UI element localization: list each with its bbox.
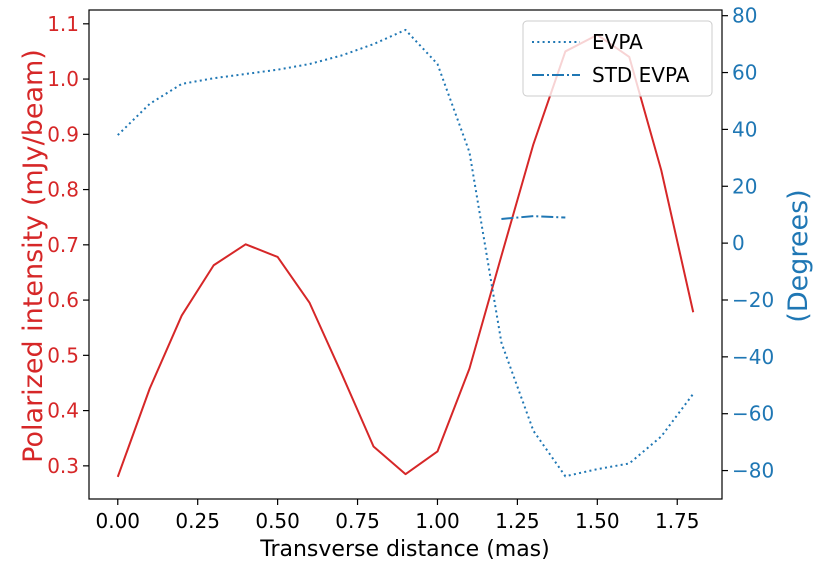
y-axis-right-label: (Degrees) — [783, 189, 814, 322]
y-left-tick-label: 0.5 — [47, 343, 79, 367]
legend-evpa-label: EVPA — [592, 30, 643, 54]
y-left-tick-label: 1.0 — [47, 67, 79, 91]
y-left-tick-label: 0.3 — [47, 454, 79, 478]
x-tick-label: 0.25 — [175, 509, 220, 533]
x-axis-label: Transverse distance (mas) — [259, 537, 549, 562]
legend: EVPA STD EVPA — [522, 20, 713, 97]
y-axis-left-label: Polarized intensity (mJy/beam) — [18, 49, 49, 463]
y-right-tick-label: 40 — [732, 117, 757, 141]
y-right-tick-label: −80 — [732, 459, 774, 483]
y-right-tick-label: 80 — [732, 4, 757, 28]
y-left-tick-label: 0.4 — [47, 399, 79, 423]
axes-layer: 0.00 0.25 0.50 0.75 1.00 1.25 1.50 1.750.30.40.… — [47, 4, 774, 533]
legend-std-evpa-label: STD EVPA — [592, 63, 690, 87]
y-right-tick-label: −40 — [732, 345, 774, 369]
series-line-std-evpa — [501, 215, 566, 220]
x-tick-label: 1.75 — [655, 509, 700, 533]
plot-frame — [88, 9, 723, 500]
x-tick-label: 1.25 — [495, 509, 540, 533]
y-right-tick-label: 0 — [732, 231, 745, 255]
y-left-tick-label: 1.1 — [47, 12, 79, 36]
legend-frame — [522, 20, 713, 97]
x-tick-label: 1.00 — [415, 509, 460, 533]
x-tick-label: 0.50 — [255, 509, 300, 533]
y-right-tick-label: 60 — [732, 61, 757, 85]
y-left-tick-label: 0.8 — [47, 178, 79, 202]
y-right-tick-label: −60 — [732, 402, 774, 426]
y-right-tick-label: −20 — [732, 288, 774, 312]
x-tick-label: 1.50 — [575, 509, 620, 533]
x-tick-label: 0.75 — [335, 509, 380, 533]
x-tick-label: 0.00 — [96, 509, 141, 533]
y-left-tick-label: 0.9 — [47, 122, 79, 146]
series-line-evpa — [117, 28, 695, 478]
y-left-tick-label: 0.6 — [47, 288, 79, 312]
y-left-tick-label: 0.7 — [47, 233, 79, 257]
y-right-tick-label: 20 — [732, 174, 757, 198]
